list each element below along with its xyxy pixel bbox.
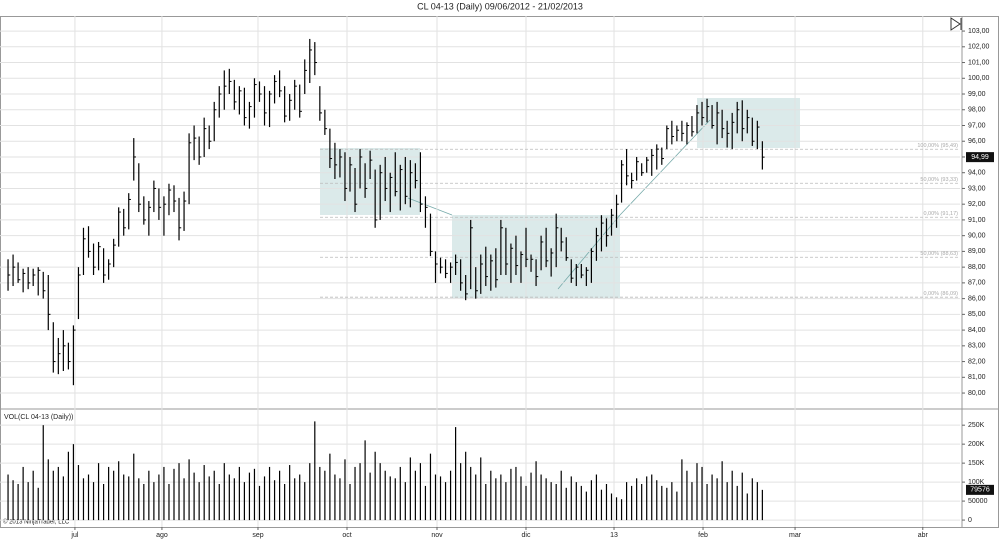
level-label: 100,00% (95,49) [917, 143, 958, 149]
y-tick-label: 86,00 [968, 295, 986, 302]
y-tick-label: 96,00 [968, 138, 986, 145]
y-tick-label: 100K [968, 479, 985, 486]
y-tick-label: 89,00 [968, 248, 986, 255]
y-tick-label: 103,00 [968, 28, 990, 35]
y-tick-label: 50000 [968, 498, 988, 505]
y-tick-label: 80,00 [968, 390, 986, 397]
level-label: 0,00% (91,17) [923, 211, 958, 217]
x-tick-label: mar [789, 532, 802, 539]
level-label: 0,00% (86,09) [923, 291, 958, 297]
y-tick-label: 83,00 [968, 343, 986, 350]
chart-title: CL 04-13 (Daily) 09/06/2012 - 21/02/2013 [417, 1, 583, 11]
volume-label: VOL(CL 04-13 (Daily)) [4, 414, 73, 421]
y-tick-label: 98,00 [968, 107, 986, 114]
y-tick-label: 0 [968, 517, 972, 524]
last-price-box [966, 152, 994, 163]
last-price-label: 94,99 [971, 154, 989, 161]
copyright: © 2013 NinjaTrader, LLC [3, 519, 70, 526]
y-tick-label: 101,00 [968, 59, 990, 66]
y-tick-label: 84,00 [968, 327, 986, 334]
x-tick-label: nov [431, 532, 443, 539]
y-tick-label: 97,00 [968, 122, 986, 129]
volume-bars [7, 421, 763, 521]
y-tick-label: 102,00 [968, 44, 990, 51]
last-volume-box [966, 484, 994, 495]
drawing-box [697, 98, 800, 148]
y-tick-label: 82,00 [968, 358, 986, 365]
nav-arrow[interactable] [950, 17, 961, 31]
x-tick-label: jul [70, 532, 78, 539]
trend-line [557, 214, 621, 290]
y-tick-label: 91,00 [968, 217, 986, 224]
x-tick-label: feb [698, 532, 708, 539]
y-tick-label: 94,00 [968, 170, 986, 177]
x-tick-label: ago [156, 532, 168, 539]
x-tick-label: 13 [610, 532, 618, 539]
y-tick-label: 93,00 [968, 185, 986, 192]
y-tick-label: 90,00 [968, 233, 986, 240]
price-bars [7, 38, 765, 386]
grid [0, 16, 960, 527]
nav-icon[interactable] [950, 17, 962, 31]
x-tick-label: sep [252, 532, 263, 539]
y-tick-label: 88,00 [968, 264, 986, 271]
trend-line [407, 197, 453, 216]
trend-line [619, 119, 711, 216]
y-tick-label: 150K [968, 460, 985, 467]
y-tick-label: 85,00 [968, 311, 986, 318]
last-volume-label: 79576 [970, 487, 990, 494]
level-label: 50,00% (93,33) [920, 177, 958, 183]
x-tick-label: oct [342, 532, 351, 539]
y-tick-label: 100,00 [968, 75, 990, 82]
x-tick-label: dic [522, 532, 531, 539]
level-label: 50,00% (88,63) [920, 251, 958, 257]
y-tick-label: 250K [968, 422, 985, 429]
y-tick-label: 81,00 [968, 374, 986, 381]
x-tick-label: abr [918, 532, 929, 539]
y-tick-label: 92,00 [968, 201, 986, 208]
frame [0, 16, 999, 528]
y-tick-label: 99,00 [968, 91, 986, 98]
y-tick-label: 200K [968, 441, 985, 448]
y-tick-label: 87,00 [968, 280, 986, 287]
